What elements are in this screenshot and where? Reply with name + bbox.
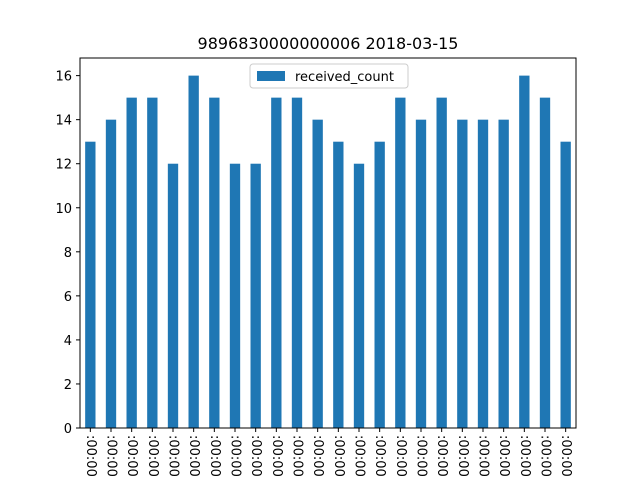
bar-16 <box>415 119 427 429</box>
y-tick-label-8: 16 <box>55 70 72 85</box>
bar-8 <box>250 163 261 428</box>
x-tick-label-16: :00:00 <box>414 435 429 477</box>
x-tick-label-21: :00:00 <box>517 435 532 477</box>
bar-23 <box>560 141 571 428</box>
bar-15 <box>395 97 406 429</box>
x-tick-label-22: :00:00 <box>538 435 553 477</box>
bar-19 <box>477 119 489 429</box>
x-tick-label-14: :00:00 <box>372 435 387 477</box>
legend: received_count <box>249 63 409 89</box>
x-tick-label-2: :00:00 <box>124 435 139 477</box>
y-tick-label-7: 14 <box>55 114 72 129</box>
bar-21 <box>519 75 530 428</box>
x-tick-label-1: :00:00 <box>104 435 119 477</box>
bar-20 <box>498 119 509 429</box>
x-tick-label-6: :00:00 <box>207 435 222 477</box>
bars-group <box>85 75 571 429</box>
x-tick-label-8: :00:00 <box>248 435 263 477</box>
bar-10 <box>291 97 303 429</box>
y-tick-label-5: 10 <box>55 202 72 217</box>
bar-12 <box>333 141 344 428</box>
x-tick-label-18: :00:00 <box>455 435 470 477</box>
x-tick-label-17: :00:00 <box>434 435 449 477</box>
bar-4 <box>167 163 179 428</box>
x-tick-label-7: :00:00 <box>228 435 243 477</box>
x-axis: :00:00 :00:00 :00:00 :00:00 :00:00 :00:00 :00:… <box>83 428 573 477</box>
x-tick-label-13: :00:00 <box>352 435 367 477</box>
chart-title: 9896830000000006 2018-03-15 <box>198 34 459 53</box>
bar-2 <box>126 97 137 429</box>
x-tick-label-15: :00:00 <box>393 435 408 477</box>
bar-22 <box>539 97 551 429</box>
bar-18 <box>457 119 468 429</box>
bar-0 <box>85 141 96 428</box>
y-tick-label-2: 4 <box>64 334 72 349</box>
bar-13 <box>353 163 365 428</box>
y-tick-label-3: 6 <box>64 290 72 305</box>
y-tick-label-6: 12 <box>55 158 72 173</box>
x-tick-label-19: :00:00 <box>476 435 491 477</box>
y-tick-label-1: 2 <box>64 378 72 393</box>
x-tick-label-0: :00:00 <box>83 435 98 477</box>
bar-11 <box>312 119 323 429</box>
bar-5 <box>188 75 199 428</box>
x-tick-label-5: :00:00 <box>186 435 201 477</box>
legend-label: received_count <box>295 70 394 85</box>
legend-box <box>249 63 409 89</box>
x-tick-label-4: :00:00 <box>166 435 181 477</box>
legend-swatch <box>257 71 285 81</box>
bar-9 <box>271 97 282 429</box>
x-tick-label-3: :00:00 <box>145 435 160 477</box>
x-tick-label-23: :00:00 <box>558 435 573 477</box>
x-tick-label-9: :00:00 <box>269 435 284 477</box>
plot-frame <box>79 57 577 429</box>
y-axis: 0 2 4 6 8 10 12 14 16 <box>55 70 80 437</box>
y-tick-label-0: 0 <box>64 422 72 437</box>
bar-1 <box>105 119 117 429</box>
x-tick-label-10: :00:00 <box>290 435 305 477</box>
bar-17 <box>436 97 447 429</box>
bar-14 <box>374 141 385 428</box>
bar-6 <box>209 97 220 429</box>
x-tick-label-20: :00:00 <box>496 435 511 477</box>
x-tick-label-11: :00:00 <box>310 435 325 477</box>
bar-7 <box>229 163 241 428</box>
y-tick-label-4: 8 <box>64 246 72 261</box>
x-tick-label-12: :00:00 <box>331 435 346 477</box>
bar-3 <box>147 97 158 429</box>
